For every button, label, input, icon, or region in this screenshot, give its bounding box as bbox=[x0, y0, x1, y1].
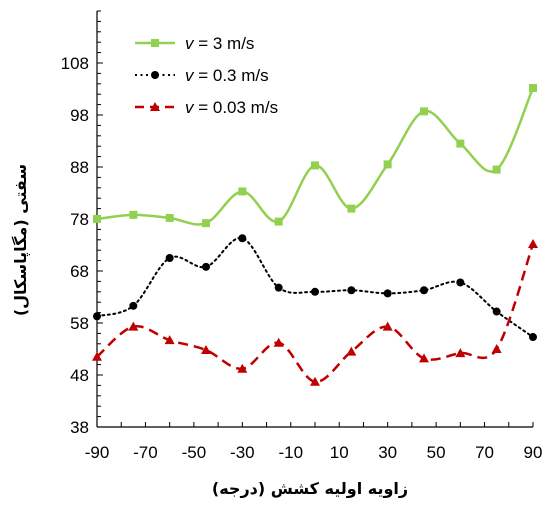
legend-label-rest: = 0.3 m/s bbox=[194, 66, 269, 85]
data-point-v-0-3-m-s bbox=[165, 254, 174, 262]
data-point-v-0-03-m-s bbox=[201, 345, 211, 355]
data-point-v-3-m-s bbox=[492, 165, 501, 174]
y-tick-label: 58 bbox=[70, 314, 89, 333]
series-line-v-3-m-s bbox=[96, 87, 535, 226]
x-tick-label: 90 bbox=[524, 443, 543, 462]
data-point-v-0-3-m-s bbox=[274, 283, 283, 292]
data-point-v-0-03-m-s bbox=[92, 351, 102, 361]
data-point-v-3-m-s bbox=[529, 83, 537, 92]
data-point-v-0-03-m-s bbox=[128, 321, 139, 331]
data-point-v-0-03-m-s bbox=[237, 363, 248, 373]
data-point-v-3-m-s bbox=[93, 215, 101, 223]
data-point-v-0-03-m-s bbox=[419, 353, 429, 363]
data-point-v-0-3-m-s bbox=[238, 234, 247, 243]
x-tick-label: -10 bbox=[278, 443, 303, 462]
x-axis-title: زاویه اولیه کشش (درجه) bbox=[212, 479, 408, 498]
data-point-v-0-03-m-s bbox=[273, 337, 284, 347]
data-point-v-0-3-m-s bbox=[529, 333, 537, 342]
legend-label-italic: v bbox=[185, 98, 195, 117]
legend: v = 3 m/sv = 0.3 m/sv = 0.03 m/s bbox=[135, 34, 278, 117]
x-tick-label: 50 bbox=[427, 443, 446, 462]
data-point-v-3-m-s bbox=[456, 139, 465, 148]
data-point-v-0-3-m-s bbox=[456, 278, 465, 287]
x-tick-label: -90 bbox=[85, 443, 110, 462]
series-line-v-0-3-m-s bbox=[96, 237, 534, 339]
data-point-v-0-3-m-s bbox=[129, 301, 138, 310]
x-tick-label: -70 bbox=[133, 443, 158, 462]
plot-area: 38 48 58 68 78 88 98 108 -90 -70 -50 -30 -10 10 30 50 70… bbox=[61, 10, 543, 462]
legend-label-italic: v bbox=[185, 66, 195, 85]
legend-label-italic: v bbox=[185, 34, 195, 53]
x-tick-label: -50 bbox=[182, 443, 207, 462]
data-point-v-0-3-m-s bbox=[492, 307, 501, 316]
data-point-v-3-m-s bbox=[238, 187, 247, 196]
x-tick-label: 30 bbox=[378, 443, 397, 462]
legend-label-rest: = 0.03 m/s bbox=[194, 98, 279, 117]
data-point-v-0-3-m-s bbox=[420, 286, 428, 295]
y-tick-label: 88 bbox=[70, 158, 89, 177]
y-tick-label: 98 bbox=[70, 106, 89, 125]
data-point-v-0-03-m-s bbox=[491, 344, 502, 353]
data-point-v-3-m-s bbox=[383, 160, 392, 169]
data-point-v-0-03-m-s bbox=[455, 348, 466, 358]
legend-label-v-0-03-m-s: v = 0.03 m/s bbox=[185, 98, 278, 117]
y-tick-label: 48 bbox=[70, 366, 89, 385]
x-tick-label: 70 bbox=[475, 443, 494, 462]
data-point-v-3-m-s bbox=[202, 219, 210, 228]
legend-marker-v-0-03-m-s bbox=[150, 102, 160, 111]
y-tick-label: 68 bbox=[70, 262, 89, 281]
data-point-v-0-03-m-s bbox=[310, 376, 320, 386]
legend-label-rest: = 3 m/s bbox=[194, 34, 255, 53]
data-point-v-3-m-s bbox=[420, 107, 428, 116]
data-point-v-0-3-m-s bbox=[202, 262, 210, 271]
data-point-v-3-m-s bbox=[274, 217, 283, 226]
data-point-v-3-m-s bbox=[129, 210, 138, 219]
legend-label-v-0-3-m-s: v = 0.3 m/s bbox=[185, 66, 269, 85]
legend-marker-v-3-m-s bbox=[151, 39, 159, 47]
y-tick-label: 38 bbox=[70, 418, 89, 437]
data-point-v-3-m-s bbox=[347, 204, 356, 213]
data-point-v-0-3-m-s bbox=[383, 289, 392, 298]
data-point-v-0-3-m-s bbox=[347, 286, 356, 295]
data-point-v-3-m-s bbox=[165, 213, 174, 222]
legend-label-v-3-m-s: v = 3 m/s bbox=[185, 34, 254, 53]
legend-marker-v-0-3-m-s bbox=[151, 71, 159, 79]
data-point-v-0-03-m-s bbox=[164, 335, 175, 345]
y-axis-title: سفتی (مگاپاسکال) bbox=[11, 164, 31, 316]
data-point-v-0-03-m-s bbox=[346, 346, 357, 356]
y-tick-label: 78 bbox=[70, 210, 89, 229]
data-point-v-0-03-m-s bbox=[528, 238, 538, 248]
y-tick-label: 108 bbox=[61, 54, 89, 73]
x-tick-label: 10 bbox=[330, 443, 349, 462]
x-tick-label: -30 bbox=[230, 443, 255, 462]
data-point-v-0-03-m-s bbox=[382, 321, 393, 331]
data-point-v-0-3-m-s bbox=[311, 287, 319, 296]
data-point-v-3-m-s bbox=[311, 161, 319, 170]
data-point-v-0-3-m-s bbox=[93, 312, 101, 321]
